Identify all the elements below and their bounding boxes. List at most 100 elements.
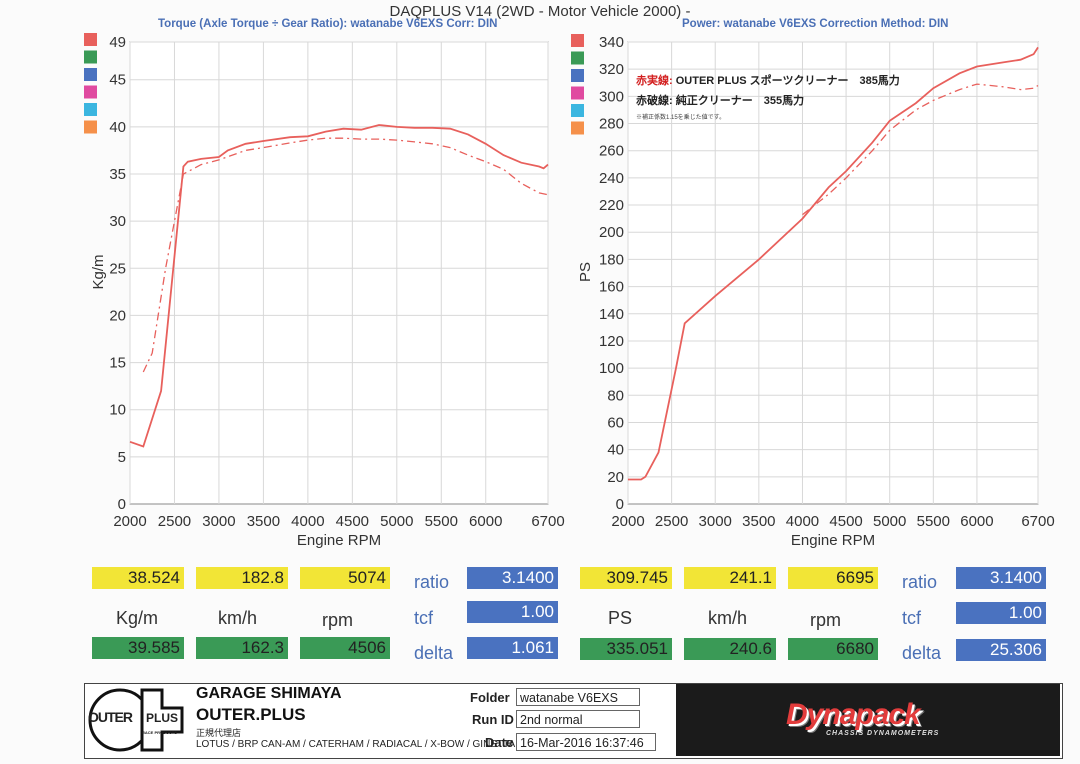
power-ytick-label: 200: [599, 224, 624, 241]
logo-plus-text: PLUS: [146, 711, 179, 725]
runid-label: Run ID: [472, 712, 514, 727]
power-legend-swatch: [571, 34, 584, 47]
torque-xtick-label: 5000: [380, 513, 413, 530]
dealer-label: 正規代理店: [196, 728, 242, 738]
torque-ytick-label: 25: [109, 260, 126, 277]
peak-torque-rpm-readout: 4506: [300, 637, 390, 659]
annotation-dashed-line: 赤破線: 純正クリーナー 355馬力: [636, 93, 804, 107]
power-xtick-label: 4000: [786, 513, 819, 530]
peak-power-readout: 335.051: [580, 638, 672, 660]
peak-power-speed-readout: 240.6: [684, 638, 776, 660]
logo-small-text: RACE PRODUCTS: [142, 730, 177, 735]
torque-legend-swatch: [84, 33, 97, 46]
speed-readout: 182.8: [196, 567, 288, 589]
logo-outer-text: OUTER: [88, 709, 133, 725]
date-field: 16-Mar-2016 16:37:46: [516, 733, 656, 751]
date-label: Date: [485, 735, 514, 750]
unit-label-rpm: rpm: [322, 610, 353, 630]
unit-label-kmh-right: km/h: [708, 608, 748, 628]
delta-value-right: 25.306: [956, 639, 1046, 661]
torque-ytick-label: 10: [109, 402, 126, 419]
shop-brand: OUTER.PLUS: [196, 705, 306, 724]
power-legend-swatch: [571, 69, 584, 82]
peak-power-rpm-readout: 6680: [788, 638, 878, 660]
rpm-readout: 5074: [300, 567, 390, 589]
tcf-label-right: tcf: [902, 608, 922, 628]
power-rpm-readout: 6695: [788, 567, 878, 589]
torque-xtick-label: 5500: [425, 513, 458, 530]
torque-legend-swatch: [84, 50, 97, 64]
power-ytick-label: 80: [607, 387, 624, 404]
dynapack-banner: [676, 684, 1060, 756]
power-legend-swatch: [571, 51, 584, 65]
delta-label-right: delta: [902, 643, 942, 663]
torque-xtick-label: 2000: [113, 513, 146, 530]
torque-xtick-label: 3500: [247, 513, 280, 530]
ratio-value: 3.1400: [467, 567, 558, 589]
folder-label: Folder: [470, 690, 510, 705]
runid-field: 2nd normal: [516, 710, 640, 728]
torque-ytick-label: 40: [109, 119, 126, 136]
unit-label-ps: PS: [608, 608, 633, 628]
torque-y-axis-label: Kg/m: [90, 254, 107, 289]
tcf-value-right: 1.00: [956, 602, 1046, 624]
torque-subtitle: Torque (Axle Torque ÷ Gear Ratio): watan…: [158, 18, 498, 30]
power-ytick-label: 40: [607, 442, 624, 459]
power-readout: 309.745: [580, 567, 672, 589]
annotation-note: ※補正係数1.15を乗じた値です。: [636, 113, 725, 121]
delta-label: delta: [414, 643, 454, 663]
torque-ytick-label: 5: [118, 449, 126, 466]
power-series-dashed: [802, 83, 1039, 216]
ratio-value-right: 3.1400: [956, 567, 1046, 589]
torque-legend-swatch: [84, 85, 97, 99]
torque-xtick-label: 4500: [336, 513, 369, 530]
ratio-label: ratio: [414, 572, 450, 592]
unit-label-kgm: Kg/m: [116, 608, 159, 628]
power-ytick-label: 320: [599, 61, 624, 78]
power-xtick-label: 2500: [655, 513, 688, 530]
torque-legend-swatch: [84, 120, 97, 134]
folder-field: watanabe V6EXS: [516, 688, 640, 706]
power-xtick-label: 6700: [1021, 513, 1054, 530]
power-speed-readout: 241.1: [684, 567, 776, 589]
power-xtick-label: 6000: [960, 513, 993, 530]
report-title: DAQPLUS V14 (2WD - Motor Vehicle 2000) -: [389, 3, 691, 20]
power-ytick-label: 0: [616, 496, 624, 513]
power-ytick-label: 300: [599, 88, 624, 105]
power-ytick-label: 60: [607, 414, 624, 431]
power-legend-swatch: [571, 121, 584, 135]
power-plot-area: [627, 41, 1039, 505]
power-ytick-label: 160: [599, 279, 624, 296]
makes-list: LOTUS / BRP CAN-AM / CATERHAM / RADIACAL…: [196, 739, 516, 750]
power-subtitle: Power: watanabe V6EXS Correction Method:…: [682, 18, 949, 30]
power-xtick-label: 4500: [829, 513, 862, 530]
torque-xtick-label: 2500: [158, 513, 191, 530]
torque-plot-area: [129, 41, 549, 505]
power-ytick-label: 100: [599, 360, 624, 377]
power-ytick-label: 120: [599, 333, 624, 350]
power-xtick-label: 3000: [699, 513, 732, 530]
power-ytick-label: 280: [599, 116, 624, 133]
power-x-axis-label: Engine RPM: [791, 532, 875, 549]
torque-xtick-label: 6700: [531, 513, 564, 530]
dynapack-logo: Dynapack: [786, 698, 921, 731]
torque-ytick-label: 35: [109, 166, 126, 183]
power-xtick-label: 5500: [917, 513, 950, 530]
power-xtick-label: 5000: [873, 513, 906, 530]
torque-xtick-label: 4000: [291, 513, 324, 530]
dynapack-subtitle: CHASSIS DYNAMOMETERS: [826, 730, 940, 737]
torque-ytick-label: 0: [118, 496, 126, 513]
power-ytick-label: 340: [599, 34, 624, 51]
power-ytick-label: 180: [599, 251, 624, 268]
annotation-solid-line: 赤実線: OUTER PLUS スポーツクリーナー 385馬力: [636, 73, 900, 87]
torque-readout: 38.524: [92, 567, 184, 589]
torque-xtick-label: 3000: [202, 513, 235, 530]
torque-ytick-label: 49: [109, 34, 126, 51]
peak-torque-readout: 39.585: [92, 637, 184, 659]
torque-ytick-label: 20: [109, 307, 126, 324]
torque-series-solid: [129, 124, 549, 448]
torque-legend-swatch: [84, 103, 97, 116]
tcf-value: 1.00: [467, 601, 558, 623]
power-series-solid: [628, 46, 1039, 481]
unit-label-kmh: km/h: [218, 608, 258, 628]
